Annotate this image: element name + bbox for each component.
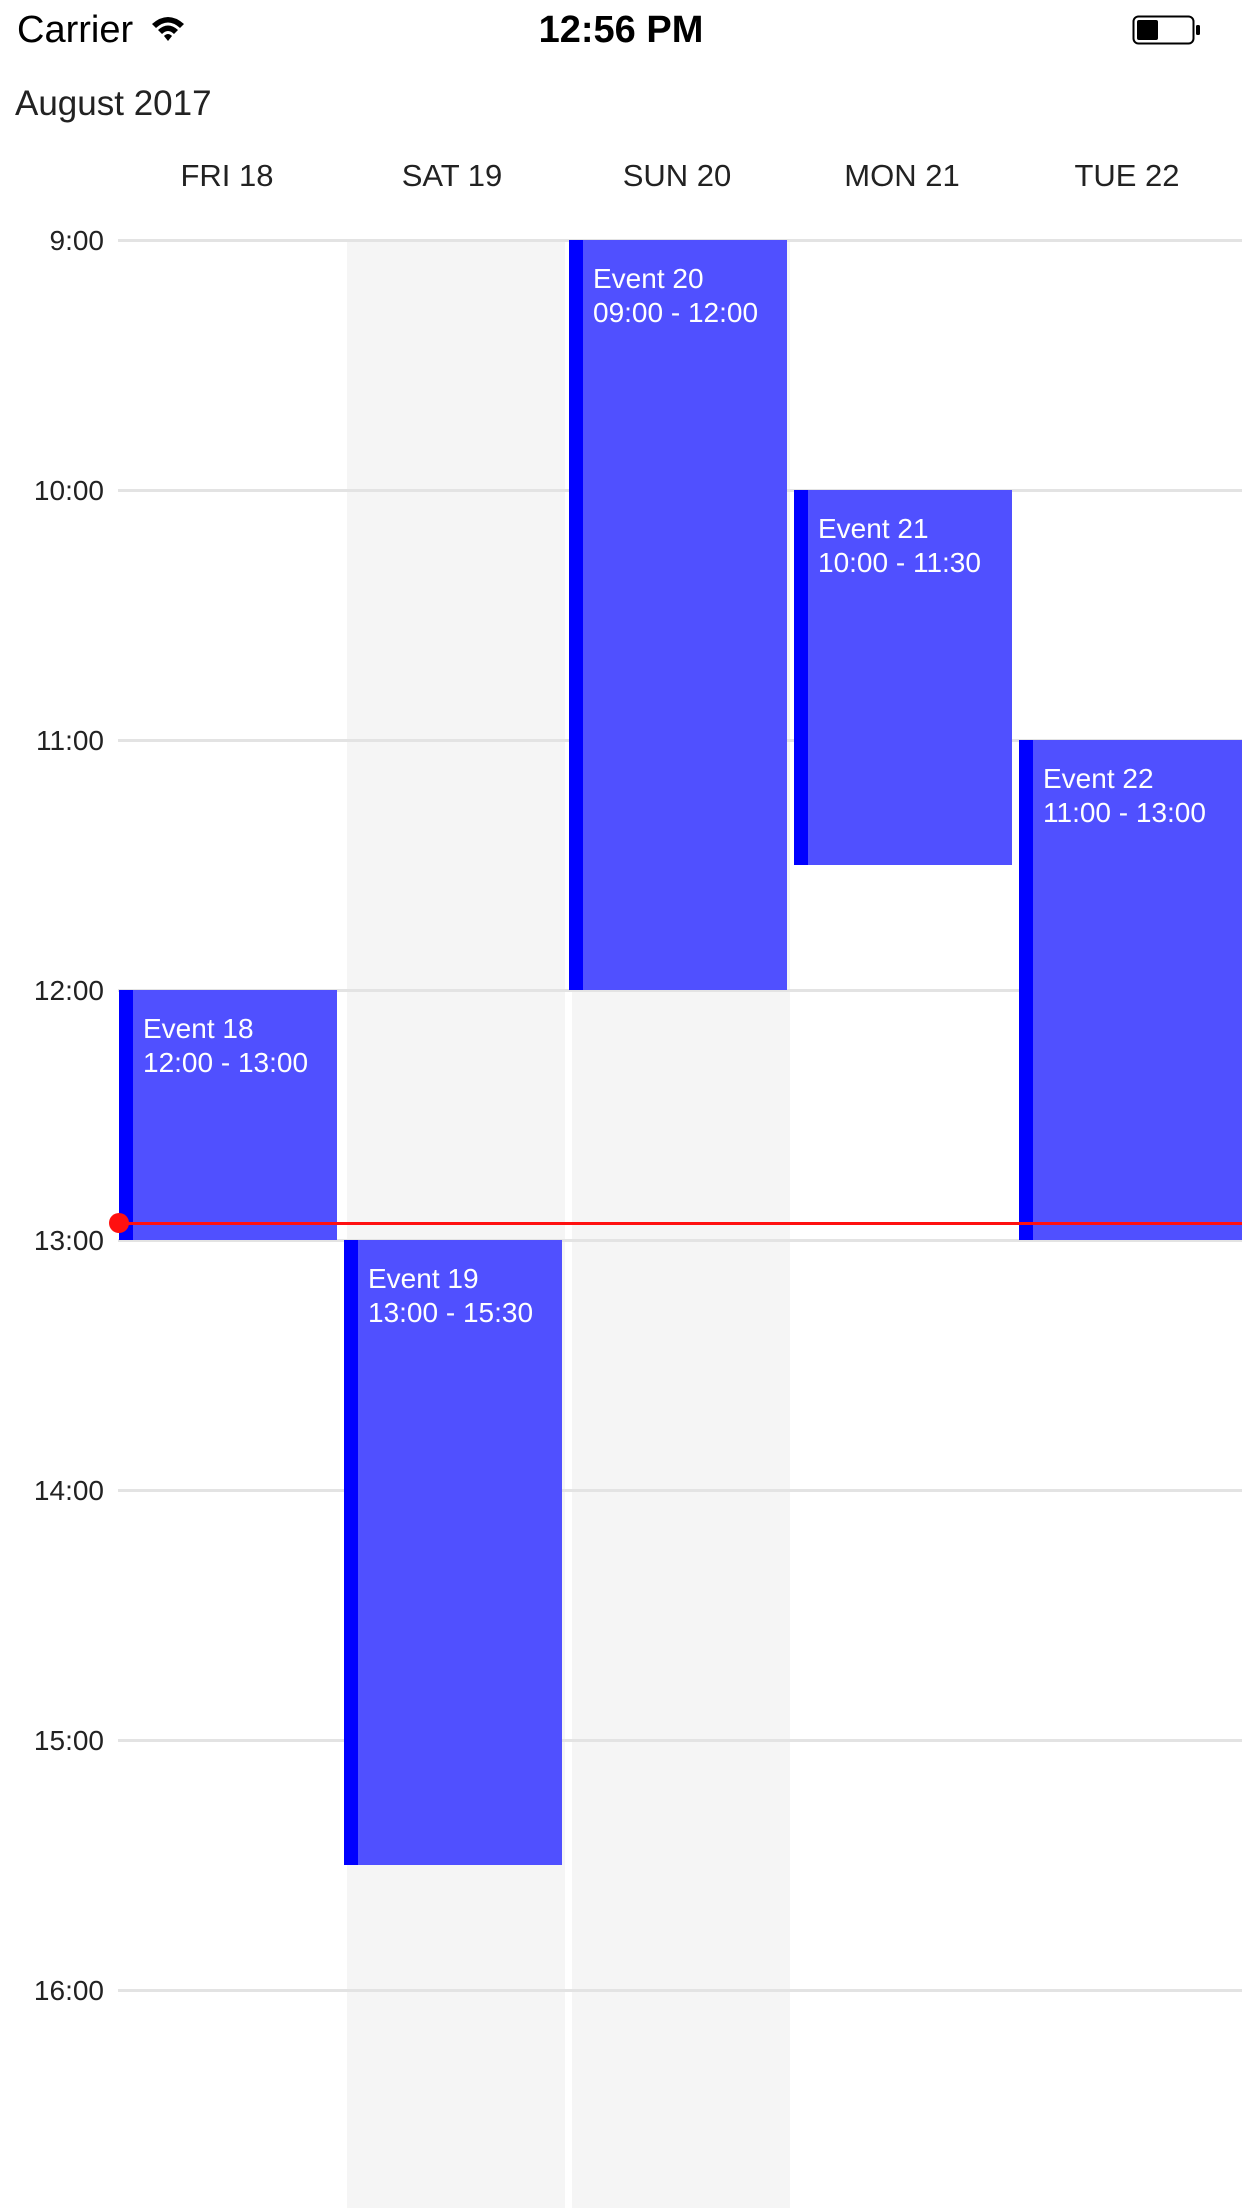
event-title: Event 20: [593, 263, 704, 294]
hour-label: 10:00: [33, 475, 104, 506]
day-header[interactable]: MON 21: [844, 158, 960, 193]
event-color-stripe: [344, 1240, 358, 1865]
hour-gridline: [118, 1739, 1242, 1742]
event-color-stripe: [794, 490, 808, 865]
event-block[interactable]: Event 20 09:00 - 12:00: [569, 240, 787, 990]
hour-label: 11:00: [36, 725, 104, 756]
event-title: Event 22: [1043, 763, 1154, 794]
current-time-line: [118, 1222, 1242, 1226]
carrier-label: Carrier: [17, 9, 134, 51]
hour-label: 9:00: [49, 225, 105, 256]
event-color-stripe: [569, 240, 583, 990]
event-block[interactable]: Event 19 13:00 - 15:30: [344, 1240, 562, 1865]
hour-gridline: [118, 1239, 1242, 1242]
current-time-dot: [109, 1213, 129, 1234]
event-time-range: 12:00 - 13:00: [143, 1047, 309, 1078]
day-header[interactable]: TUE 22: [1074, 158, 1180, 193]
event-title: Event 18: [143, 1013, 254, 1044]
event-color-stripe: [119, 990, 133, 1240]
event-time-range: 13:00 - 15:30: [368, 1297, 534, 1328]
hour-label: 13:00: [33, 1225, 104, 1256]
event-title: Event 19: [368, 1263, 479, 1294]
event-block[interactable]: Event 18 12:00 - 13:00: [119, 990, 337, 1240]
status-bar: Carrier 12:56 PM: [0, 0, 1242, 60]
hour-label: 12:00: [33, 975, 104, 1006]
hour-label: 14:00: [33, 1475, 104, 1506]
month-title: August 2017: [15, 84, 212, 123]
event-title: Event 21: [818, 513, 929, 544]
wifi-icon: [152, 17, 184, 41]
hour-gridline: [118, 1489, 1242, 1492]
hour-gridline: [118, 989, 1242, 992]
event-time-range: 10:00 - 11:30: [818, 547, 981, 578]
status-time: 12:56 PM: [538, 9, 704, 51]
event-time-range: 09:00 - 12:00: [593, 297, 759, 328]
event-block[interactable]: Event 21 10:00 - 11:30: [794, 490, 1012, 865]
battery-icon: [1132, 15, 1200, 45]
day-header[interactable]: SUN 20: [622, 158, 732, 193]
hour-gridline: [118, 1989, 1242, 1992]
day-header[interactable]: FRI 18: [180, 158, 274, 193]
event-color-stripe: [1019, 740, 1033, 1240]
event-block[interactable]: Event 22 11:00 - 13:00: [1019, 740, 1242, 1240]
event-time-range: 11:00 - 13:00: [1043, 797, 1206, 828]
day-header[interactable]: SAT 19: [401, 158, 503, 193]
hour-label: 15:00: [33, 1725, 104, 1756]
hour-label: 16:00: [33, 1975, 104, 2006]
